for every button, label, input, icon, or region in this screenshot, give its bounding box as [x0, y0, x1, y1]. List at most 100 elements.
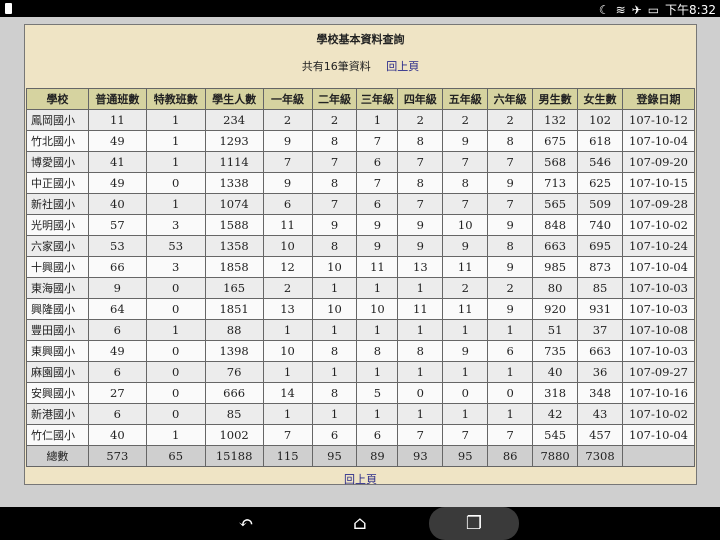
- table-cell: 1: [356, 109, 399, 131]
- table-cell: 107-10-04: [622, 130, 695, 152]
- table-cell: 66: [87, 256, 147, 278]
- table-cell: 57: [87, 214, 147, 236]
- table-cell: 848: [532, 214, 579, 236]
- table-cell: 666: [204, 382, 264, 404]
- total-cell: 115: [262, 445, 313, 467]
- table-cell: 735: [532, 340, 579, 362]
- table-cell: 8: [397, 340, 444, 362]
- wifi-icon: ≋: [615, 2, 626, 17]
- table-cell: 27: [87, 382, 147, 404]
- table-cell: 10: [311, 256, 358, 278]
- school-name-cell: 博愛國小: [26, 151, 89, 173]
- table-cell: 40: [87, 424, 147, 446]
- table-cell: 546: [577, 151, 624, 173]
- table-cell: 107-10-08: [622, 319, 695, 341]
- recents-icon[interactable]: ❐: [429, 507, 519, 540]
- table-cell: 1: [442, 361, 489, 383]
- back-icon[interactable]: ↶: [238, 513, 254, 534]
- table-cell: 1074: [204, 193, 264, 215]
- column-header: 二年級: [311, 88, 358, 110]
- table-row: 鳳岡國小 11 1 234 2 2 1 2 2 2 132 102 107-10-12: [26, 109, 695, 131]
- table-cell: 42: [532, 403, 579, 425]
- table-cell: 53: [145, 235, 206, 257]
- table-cell: 1: [442, 319, 489, 341]
- record-count: 共有16筆資料: [301, 60, 371, 73]
- table-cell: 9: [397, 235, 444, 257]
- school-name-cell: 光明國小: [26, 214, 89, 236]
- table-cell: 1: [262, 319, 313, 341]
- back-link-bottom[interactable]: 回上頁: [344, 473, 377, 486]
- table-cell: 1: [145, 193, 206, 215]
- home-icon[interactable]: ⌂: [353, 513, 367, 534]
- table-cell: 11: [397, 298, 444, 320]
- back-link-top[interactable]: 回上頁: [386, 60, 420, 73]
- table-row: 新港國小 6 0 85 1 1 1 1 1 1 42 43 107-10-02: [26, 403, 695, 425]
- table-cell: 64: [87, 298, 147, 320]
- table-cell: 920: [532, 298, 579, 320]
- table-cell: 234: [204, 109, 264, 131]
- total-cell: 89: [356, 445, 399, 467]
- table-cell: 0: [145, 340, 206, 362]
- table-cell: 1: [311, 319, 358, 341]
- column-header: 登錄日期: [622, 88, 695, 110]
- table-cell: 1851: [204, 298, 264, 320]
- table-cell: 11: [442, 256, 489, 278]
- table-cell: 7: [262, 424, 313, 446]
- table-cell: 13: [397, 256, 444, 278]
- column-header: 學校: [26, 88, 89, 110]
- table-cell: 675: [532, 130, 579, 152]
- table-cell: 9: [487, 256, 534, 278]
- table-header-row: 學校 普通班數 特教班數 學生人數 一年級 二年級 三年級 四年級 五年級 六年級 男生數 女生數 登錄…: [26, 88, 695, 110]
- table-cell: 41: [87, 151, 147, 173]
- moon-icon: ☾: [598, 2, 610, 17]
- table-cell: 80: [532, 277, 579, 299]
- table-cell: 713: [532, 172, 579, 194]
- table-cell: 1: [145, 109, 206, 131]
- table-cell: 1338: [204, 172, 264, 194]
- table-cell: 0: [442, 382, 489, 404]
- bottom-bar: 回上頁: [25, 471, 696, 487]
- table-cell: 107-10-04: [622, 256, 695, 278]
- table-cell: 8: [442, 172, 489, 194]
- table-cell: 10: [442, 214, 489, 236]
- table-cell: 1: [145, 130, 206, 152]
- table-cell: 7: [397, 424, 444, 446]
- table-cell: 7: [311, 193, 358, 215]
- table-cell: 8: [487, 235, 534, 257]
- table-cell: 49: [87, 172, 147, 194]
- table-cell: 1293: [204, 130, 264, 152]
- table-cell: 11: [87, 109, 147, 131]
- table-cell: 49: [87, 130, 147, 152]
- school-name-cell: 十興國小: [26, 256, 89, 278]
- table-cell: 0: [145, 361, 206, 383]
- table-cell: 985: [532, 256, 579, 278]
- table-cell: 0: [145, 172, 206, 194]
- table-cell: 36: [577, 361, 624, 383]
- table-cell: 7: [487, 151, 534, 173]
- table-cell: 9: [442, 340, 489, 362]
- table-cell: 663: [532, 235, 579, 257]
- table-cell: 1002: [204, 424, 264, 446]
- table-row: 竹仁國小 40 1 1002 7 6 6 7 7 7 545 457 107-10-04: [26, 424, 695, 446]
- table-row: 安興國小 27 0 666 14 8 5 0 0 0 318 348 107-10-16: [26, 382, 695, 404]
- table-cell: 85: [577, 277, 624, 299]
- table-cell: 88: [204, 319, 264, 341]
- table-cell: 107-09-27: [622, 361, 695, 383]
- column-header: 三年級: [356, 88, 399, 110]
- table-cell: 2: [487, 109, 534, 131]
- school-name-cell: 東海國小: [26, 277, 89, 299]
- table-cell: 509: [577, 193, 624, 215]
- table-cell: 107-10-04: [622, 424, 695, 446]
- table-cell: 43: [577, 403, 624, 425]
- table-cell: 53: [87, 235, 147, 257]
- school-name-cell: 新港國小: [26, 403, 89, 425]
- table-cell: 1: [145, 319, 206, 341]
- table-cell: 8: [487, 130, 534, 152]
- table-cell: 6: [487, 340, 534, 362]
- table-cell: 9: [356, 235, 399, 257]
- table-cell: 12: [262, 256, 313, 278]
- school-name-cell: 中正國小: [26, 172, 89, 194]
- table-cell: 9: [311, 214, 358, 236]
- table-cell: 51: [532, 319, 579, 341]
- table-cell: 1: [145, 151, 206, 173]
